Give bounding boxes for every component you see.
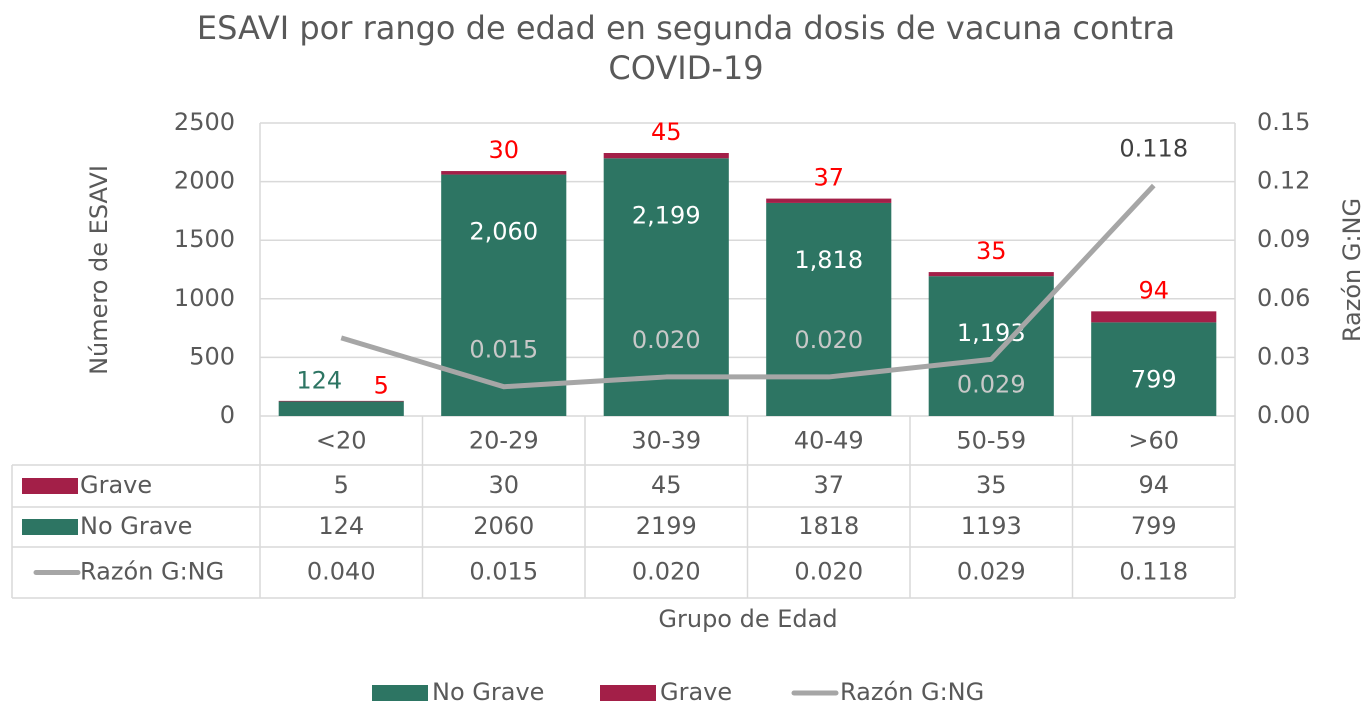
table-cell: 0.020 [794, 558, 863, 586]
table-cell: 124 [318, 512, 364, 540]
y2-tick-label: 0.06 [1257, 284, 1310, 312]
x-tick-label: >60 [1128, 427, 1179, 455]
table-cell: 5 [334, 471, 349, 499]
table-cell: 30 [488, 471, 519, 499]
table-cell: 2199 [636, 512, 697, 540]
y2-tick-label: 0.15 [1257, 108, 1310, 136]
legend-label: Razón G:NG [840, 678, 984, 706]
line-label: 0.020 [632, 326, 701, 354]
data-label: 5 [374, 371, 389, 399]
x-tick-label: 20-29 [469, 427, 539, 455]
data-label: 1,818 [794, 246, 863, 274]
data-label: 37 [813, 164, 844, 192]
table-cell: 94 [1138, 471, 1169, 499]
data-label: 35 [976, 237, 1007, 265]
bar-segment [766, 202, 892, 416]
y-axis-label: Número de ESAVI [85, 165, 113, 375]
table-cell: 0.040 [307, 558, 376, 586]
line-label: 0.118 [1119, 135, 1188, 163]
y2-axis-label: Razón G:NG [1338, 198, 1366, 342]
table-cell: 1193 [961, 512, 1022, 540]
table-row-label: Grave [80, 471, 152, 499]
chart-title: ESAVI por rango de edad en segunda dosis… [197, 9, 1175, 87]
table-cell: 799 [1131, 512, 1177, 540]
data-label: 94 [1138, 276, 1169, 304]
table-cell: 0.029 [957, 558, 1026, 586]
y2-tick-label: 0.03 [1257, 342, 1310, 370]
y-tick-label: 1000 [174, 284, 235, 312]
line-label: 0.015 [469, 336, 538, 364]
data-label: 30 [488, 136, 519, 164]
bar-segment [603, 158, 729, 416]
bar-segment [441, 174, 567, 416]
line [340, 183, 1156, 390]
x-tick-label: <20 [316, 427, 367, 455]
data-label: 799 [1131, 365, 1177, 393]
legend-label: Grave [660, 678, 732, 706]
line-label: 0.029 [957, 370, 1026, 398]
table-cell: 0.118 [1119, 558, 1188, 586]
x-axis-label: Grupo de Edad [658, 605, 837, 633]
legend-swatch [372, 685, 428, 701]
table-cell: 1818 [798, 512, 859, 540]
table-cell: 0.015 [469, 558, 538, 586]
table-cell: 35 [976, 471, 1007, 499]
data-label: 2,060 [469, 218, 538, 246]
data-label: 124 [296, 366, 342, 394]
legend-swatch [22, 519, 78, 535]
x-tick-label: 40-49 [794, 427, 864, 455]
table-row-label: No Grave [80, 512, 192, 540]
y2-tick-label: 0.12 [1257, 167, 1310, 195]
y-tick-label: 2500 [174, 108, 235, 136]
bar-segment [278, 400, 404, 402]
x-tick-label: 30-39 [631, 427, 701, 455]
y-tick-label: 1500 [174, 225, 235, 253]
bar-segment [766, 198, 892, 203]
legend-swatch [600, 685, 656, 701]
bar-segment [928, 276, 1054, 416]
y-tick-label: 500 [189, 342, 235, 370]
legend-label: No Grave [432, 678, 544, 706]
x-tick-label: 50-59 [956, 427, 1026, 455]
y2-tick-label: 0.00 [1257, 401, 1310, 429]
bar-segment [1091, 322, 1217, 416]
line-label: 0.020 [794, 326, 863, 354]
bar-segment [603, 153, 729, 159]
table-cell: 37 [813, 471, 844, 499]
data-label: 45 [651, 118, 682, 146]
table-row-label: Razón G:NG [80, 558, 224, 586]
y2-tick-label: 0.09 [1257, 225, 1310, 253]
y-tick-label: 0 [220, 401, 235, 429]
table-cell: 2060 [473, 512, 534, 540]
y-tick-label: 2000 [174, 167, 235, 195]
bar-segment [1091, 311, 1217, 323]
bar-segment [928, 272, 1054, 277]
table-cell: 45 [651, 471, 682, 499]
table-cell: 0.020 [632, 558, 701, 586]
legend-swatch [22, 478, 78, 494]
bar-segment [278, 401, 404, 416]
bar-segment [441, 171, 567, 175]
data-label: 2,199 [632, 201, 701, 229]
